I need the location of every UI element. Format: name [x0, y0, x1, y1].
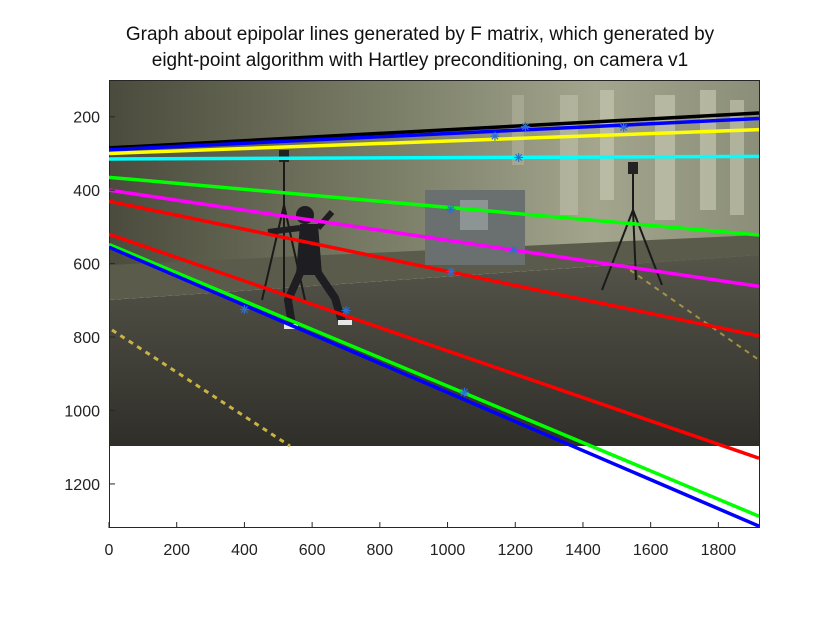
epipolar-line-5 [109, 175, 759, 237]
point-marker-10 [459, 387, 469, 397]
photo-floor-tape [629, 269, 760, 361]
x-tick-label: 400 [231, 542, 258, 559]
y-axis-ticks: 200 400 600 800 1000 1200 [64, 110, 115, 494]
chart-title-line-1: Graph about epipolar lines generated by … [125, 24, 715, 45]
photo-wall-panel [600, 90, 614, 200]
point-marker-8 [341, 306, 351, 316]
point-marker-4 [514, 152, 524, 162]
photo-door-window [460, 200, 488, 230]
point-marker-9 [239, 305, 249, 315]
point-marker-3 [619, 122, 629, 132]
x-tick-label: 200 [163, 542, 190, 559]
epipolar-line-4 [109, 154, 759, 161]
x-axis-ticks: 0 200 400 600 800 1000 1200 1400 1600 1800 [105, 522, 737, 559]
epipolar-points [239, 122, 629, 397]
background-camera-image [109, 80, 760, 448]
x-tick-label: 1800 [701, 542, 737, 559]
epipolar-line-9 [109, 242, 759, 518]
x-tick-label: 1200 [497, 542, 533, 559]
y-tick-label: 1000 [64, 403, 100, 420]
epipolar-line-1 [109, 111, 759, 150]
y-tick-label: 600 [73, 257, 100, 274]
y-tick-label: 200 [73, 110, 100, 127]
x-tick-label: 1600 [633, 542, 669, 559]
x-tick-label: 0 [105, 542, 114, 559]
epipolar-line-2 [109, 116, 759, 152]
x-tick-label: 800 [366, 542, 393, 559]
photo-wall-panel [560, 95, 578, 215]
epipolar-line-8 [109, 232, 759, 460]
point-marker-7 [446, 267, 456, 277]
chart-title-line-2: eight-point algorithm with Hartley preco… [151, 50, 689, 71]
point-marker-2 [520, 122, 530, 132]
y-tick-label: 400 [73, 183, 100, 200]
x-tick-label: 1000 [430, 542, 466, 559]
epipolar-line-6 [109, 188, 759, 289]
y-tick-label: 800 [73, 330, 100, 347]
y-tick-label: 1200 [64, 477, 100, 494]
photo-wall-panel [700, 90, 716, 210]
x-tick-label: 600 [299, 542, 326, 559]
photo-tripod-left [261, 150, 306, 301]
point-marker-1 [490, 131, 500, 141]
axes-box [109, 80, 760, 528]
epipolar-line-10 [109, 245, 759, 528]
epipolar-lines [109, 111, 759, 528]
epipolar-line-3 [109, 127, 759, 156]
x-tick-label: 1400 [565, 542, 601, 559]
epipolar-line-7 [109, 199, 759, 338]
point-marker-6 [509, 245, 519, 255]
point-marker-5 [446, 204, 456, 214]
